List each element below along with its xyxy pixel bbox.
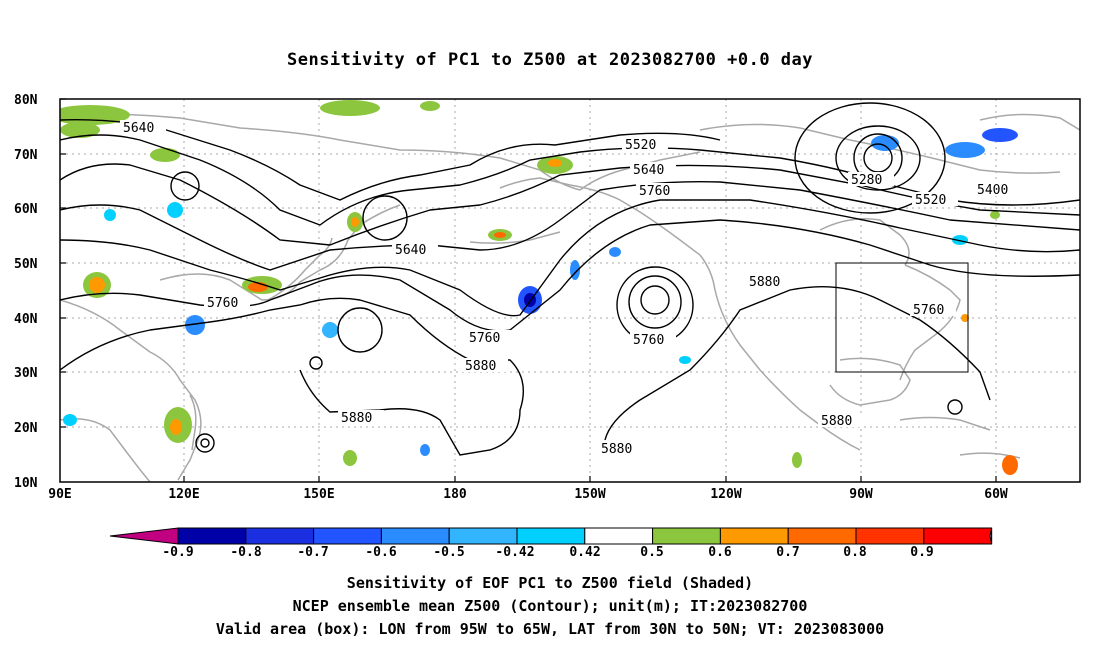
colorbar-tick: 0.6	[708, 545, 732, 560]
contour-label: 5280	[851, 173, 882, 188]
contour-label: 5640	[123, 121, 154, 136]
positive-patch	[990, 211, 1000, 219]
negative-patch	[679, 356, 691, 364]
lat-label: 40N	[14, 312, 38, 327]
positive-patch	[60, 122, 100, 138]
colorbar-tick-labels: -0.9 -0.8 -0.7 -0.6 -0.5 -0.42 0.42 0.5 …	[162, 545, 933, 560]
lat-label: 30N	[14, 366, 38, 381]
negative-patch	[167, 202, 183, 218]
contour-label: 5880	[601, 442, 632, 457]
colorbar-swatch	[313, 527, 382, 545]
positive-patch	[961, 314, 969, 322]
caption-contour: NCEP ensemble mean Z500 (Contour); unit(…	[292, 597, 808, 615]
contour-label: 5760	[633, 333, 664, 348]
lat-label: 70N	[14, 148, 38, 163]
positive-patch	[494, 232, 506, 238]
coastlines	[60, 113, 1080, 482]
valid-area-box	[835, 262, 969, 373]
colorbar-swatch	[652, 527, 721, 545]
positive-patch	[792, 452, 802, 468]
positive-patch	[343, 450, 357, 466]
caption-valid-area: Valid area (box): LON from 95W to 65W, L…	[215, 620, 885, 638]
negative-patch	[322, 322, 338, 338]
positive-patch	[320, 100, 380, 116]
map-title: Sensitivity of PC1 to Z500 at 2023082700…	[286, 50, 813, 70]
negative-patch	[982, 128, 1018, 142]
colorbar-tick: 0.8	[843, 545, 867, 560]
negative-patch	[63, 414, 77, 426]
colorbar-tick: -0.8	[230, 545, 261, 560]
negative-patch	[609, 247, 621, 257]
positive-patch	[150, 148, 180, 162]
lon-label: 90W	[849, 487, 873, 502]
contour-label: 5880	[749, 275, 780, 290]
lat-label: 60N	[14, 202, 38, 217]
lat-labels: 80N 70N 60N 50N 40N 30N 20N 10N	[14, 93, 38, 491]
axis-ticks	[60, 98, 997, 482]
negative-patch	[945, 142, 985, 158]
lon-label: 60W	[984, 487, 1008, 502]
positive-patch	[548, 159, 562, 167]
colorbar-swatch	[516, 527, 586, 545]
contour-labels: 5640 5520 5640 5760 5280 5400 5520 5640 …	[120, 120, 1020, 457]
negative-patch	[185, 315, 205, 335]
colorbar	[109, 527, 993, 545]
lon-label: 180	[443, 487, 467, 502]
contour-label: 5880	[341, 411, 372, 426]
contour-label: 5640	[633, 163, 664, 178]
contour-label: 5400	[977, 183, 1008, 198]
colorbar-tick: -0.5	[433, 545, 464, 560]
caption-shaded: Sensitivity of EOF PC1 to Z500 field (Sh…	[346, 574, 754, 592]
colorbar-swatch	[380, 527, 450, 545]
positive-patch	[351, 217, 359, 227]
contour-label: 5760	[913, 303, 944, 318]
colorbar-tick: 0.5	[640, 545, 663, 560]
colorbar-swatch	[109, 527, 179, 545]
colorbar-swatch	[855, 527, 925, 545]
colorbar-swatch	[448, 527, 518, 545]
contour-label: 5640	[395, 243, 426, 258]
colorbar-swatch	[177, 527, 247, 545]
colorbar-tick: -0.9	[162, 545, 193, 560]
contour-label: 5760	[207, 296, 238, 311]
contour-label: 5880	[465, 359, 496, 374]
negative-patch	[952, 235, 968, 245]
contour-label: 5520	[915, 193, 946, 208]
plot-frame	[59, 98, 1081, 483]
colorbar-tick: -0.6	[365, 545, 396, 560]
lon-label: 150W	[574, 487, 605, 502]
positive-patch	[1002, 455, 1018, 475]
colorbar-tick: -0.7	[297, 545, 328, 560]
colorbar-swatch	[584, 527, 654, 545]
negative-patch	[104, 209, 116, 221]
lon-label: 90E	[48, 487, 71, 502]
colorbar-tick: 0.7	[776, 545, 799, 560]
positive-patch	[89, 277, 105, 293]
colorbar-tick: -0.42	[495, 545, 534, 560]
lon-labels: 90E 120E 150E 180 150W 120W 90W 60W	[48, 487, 1008, 502]
lat-label: 10N	[14, 476, 38, 491]
colorbar-swatch	[719, 527, 789, 545]
lat-label: 50N	[14, 257, 38, 272]
lon-label: 150E	[303, 487, 334, 502]
lon-label: 120E	[168, 487, 199, 502]
lat-label: 80N	[14, 93, 38, 108]
colorbar-tick: 0.42	[569, 545, 600, 560]
colorbar-tick: 0.9	[910, 545, 933, 560]
contour-label: 5520	[625, 138, 656, 153]
lon-label: 120W	[710, 487, 741, 502]
colorbar-swatch	[923, 527, 993, 545]
colorbar-swatch	[989, 527, 993, 545]
contour-label: 5760	[639, 184, 670, 199]
negative-patch	[871, 135, 899, 151]
colorbar-swatch	[245, 527, 315, 545]
lat-label: 20N	[14, 421, 38, 436]
negative-patch	[420, 444, 430, 456]
colorbar-swatch	[787, 527, 857, 545]
contour-label: 5880	[821, 414, 852, 429]
contour-label: 5760	[469, 331, 500, 346]
positive-patch	[170, 419, 182, 435]
positive-patch	[420, 101, 440, 111]
